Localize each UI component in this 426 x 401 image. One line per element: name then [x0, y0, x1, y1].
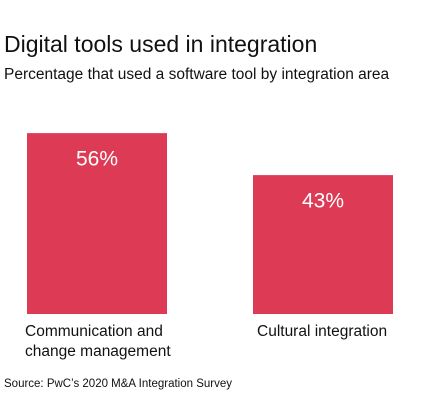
x-tick-label: Communication and change management — [25, 323, 171, 360]
value-label: 43% — [302, 190, 344, 213]
source-note: Source: PwC’s 2020 M&A Integration Surve… — [4, 378, 232, 390]
value-label: 56% — [76, 148, 118, 171]
x-tick-label: Cultural integration — [257, 323, 388, 340]
chart-subtitle: Percentage that used a software tool by … — [4, 66, 390, 83]
bar — [253, 175, 393, 314]
chart-title: Digital tools used in integration — [4, 31, 318, 57]
bar — [27, 133, 167, 314]
